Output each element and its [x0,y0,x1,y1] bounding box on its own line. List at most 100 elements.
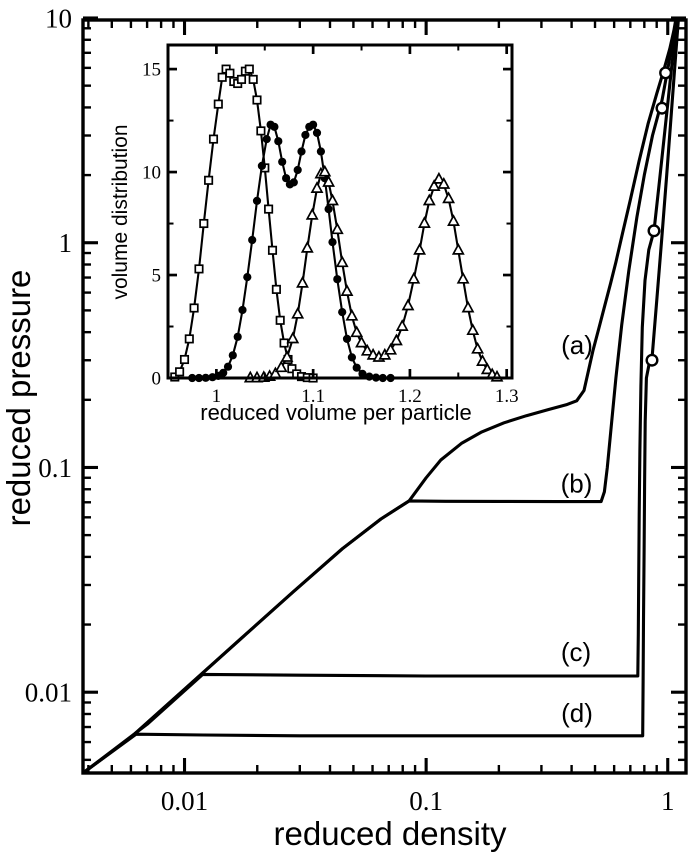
open-triangle-marker [345,308,359,321]
filled-circle-marker [293,165,302,175]
y-tick-label: 0.1 [38,453,72,483]
filled-circle-marker [333,275,342,284]
open-triangle-marker [422,193,436,206]
open-triangle-marker [286,331,300,344]
filled-circle-marker [282,174,291,183]
inset-background [168,45,512,378]
open-square-marker [287,364,297,374]
open-triangle-marker [274,360,288,373]
curve-label-c: (c) [561,637,591,667]
open-square-marker [213,99,223,109]
open-triangle-marker [432,171,446,184]
filled-circle-marker [289,178,298,187]
open-square-marker [256,126,266,136]
volume-distribution-curves [170,64,504,383]
open-triangle-marker [340,284,354,296]
inset-x-axis-label: reduced volume per particle [200,400,471,425]
open-triangle-marker [417,216,431,228]
open-square-marker [252,95,262,105]
filled-circle-marker [309,120,318,129]
filled-circle-marker [219,368,228,377]
filled-circle-marker [342,334,352,343]
filled-circle-marker [238,305,247,315]
open-square-marker [204,175,214,185]
inset-y-tick-label: 0 [152,369,162,390]
inset-y-axis-label: volume distribution [109,124,132,299]
filled-circle-marker [252,196,262,205]
inset-y-tick-label: 5 [152,266,162,287]
filled-circle-marker [274,137,283,146]
open-triangle-marker [330,222,344,235]
curve-label-a: (a) [561,330,593,360]
filled-circle-marker [233,332,242,341]
open-square-marker [194,264,204,274]
transition-point-markers [645,66,673,367]
open-square-marker [189,303,199,313]
open-triangle-marker [401,298,415,311]
open-triangle-marker [437,177,451,189]
open-square-marker [267,245,278,255]
open-triangle-marker [335,255,349,268]
inset-x-tick-label: 1.2 [398,386,422,407]
filled-circle-marker [328,238,337,247]
open-circle-marker [659,66,673,80]
open-triangle-marker [413,242,427,255]
y-axis-label: reduced pressure [0,270,37,527]
isotherm-curve-c [83,20,679,773]
filled-circle-marker [301,130,310,140]
main-axis-ticks [83,16,686,773]
filled-circle-marker [228,351,237,360]
open-triangle-marker [480,362,494,375]
inset-y-tick-label: 15 [142,60,161,81]
filled-circle-marker [262,135,271,144]
x-tick-label: 1 [661,786,675,816]
open-square-marker [244,64,254,74]
open-triangle-marker [318,164,332,177]
open-triangle-marker [389,333,403,346]
open-triangle-marker [326,193,339,206]
x-axis-label: reduced density [274,815,507,852]
open-triangle-marker [395,319,409,331]
open-triangle-marker [355,335,368,348]
filled-circle-marker [324,205,333,214]
open-triangle-marker [384,342,398,355]
open-square-marker [199,218,209,229]
open-square-marker [184,334,194,344]
x-tick-label: 0.1 [409,786,443,816]
filled-circle-marker [223,362,233,371]
filled-circle-marker [316,147,325,156]
open-circle-marker [655,101,669,115]
inset-tick-labels: 1 1.1 1.2 1.3 0 5 10 15 [142,60,519,407]
open-square-marker [275,315,285,325]
open-square-marker [208,134,219,144]
filled-circle-marker [338,308,347,317]
open-triangle-marker [461,300,475,313]
main-plot-frame [81,18,688,775]
filled-circle-marker [347,353,356,362]
open-square-marker [264,204,274,214]
open-triangle-marker [427,179,441,191]
open-triangle-marker [300,240,314,253]
open-square-marker [236,74,247,84]
open-triangle-marker [305,207,319,220]
open-circle-marker [645,353,659,367]
open-square-marker [179,354,190,365]
curve-labels: (a) (b) (c) (d) [561,330,593,728]
open-square-marker [175,367,185,377]
open-triangle-marker [447,214,460,226]
filled-circle-marker [297,147,306,156]
open-circle-marker [647,224,661,238]
open-triangle-marker [360,343,374,356]
open-triangle-marker [280,350,294,362]
curve-label-b: (b) [561,468,593,498]
open-square-marker [271,284,281,294]
filled-circle-marker [257,161,266,170]
open-triangle-marker [456,271,470,284]
y-tick-label: 0.01 [25,678,72,708]
filled-circle-marker [278,157,287,166]
curve-label-d: (d) [561,698,593,728]
inset-x-tick-label: 1 [212,386,222,407]
